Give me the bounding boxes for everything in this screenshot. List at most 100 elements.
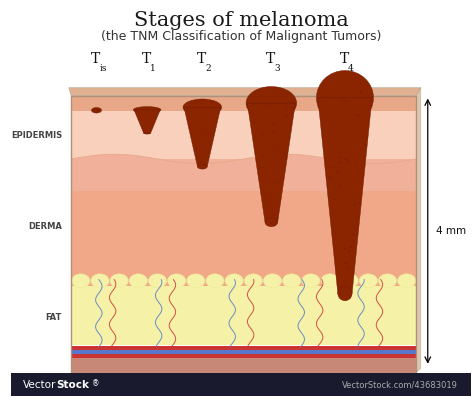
Ellipse shape bbox=[283, 274, 301, 288]
Ellipse shape bbox=[272, 123, 274, 125]
Ellipse shape bbox=[145, 119, 146, 120]
Ellipse shape bbox=[286, 115, 288, 117]
Text: T: T bbox=[91, 52, 100, 66]
Ellipse shape bbox=[246, 87, 297, 120]
Ellipse shape bbox=[96, 108, 98, 110]
Ellipse shape bbox=[348, 251, 350, 252]
Ellipse shape bbox=[110, 274, 128, 288]
Ellipse shape bbox=[329, 177, 331, 179]
Ellipse shape bbox=[206, 274, 224, 288]
Text: (the TNM Classification of Malignant Tumors): (the TNM Classification of Malignant Tum… bbox=[101, 30, 382, 43]
Ellipse shape bbox=[358, 202, 360, 204]
Text: T: T bbox=[339, 52, 349, 66]
Ellipse shape bbox=[341, 98, 343, 100]
Ellipse shape bbox=[133, 106, 161, 113]
Bar bbox=[71, 191, 416, 285]
Ellipse shape bbox=[285, 109, 287, 111]
Ellipse shape bbox=[145, 115, 146, 116]
Ellipse shape bbox=[340, 274, 358, 288]
Ellipse shape bbox=[354, 204, 356, 205]
Text: FAT: FAT bbox=[46, 313, 62, 322]
Polygon shape bbox=[416, 88, 421, 372]
Text: 4: 4 bbox=[348, 64, 354, 73]
Ellipse shape bbox=[200, 162, 201, 163]
Ellipse shape bbox=[144, 132, 151, 134]
Ellipse shape bbox=[276, 183, 278, 184]
Text: Vector: Vector bbox=[23, 380, 56, 390]
Ellipse shape bbox=[356, 114, 358, 116]
Ellipse shape bbox=[96, 111, 98, 112]
Ellipse shape bbox=[193, 127, 194, 128]
Polygon shape bbox=[247, 103, 295, 222]
Ellipse shape bbox=[72, 274, 90, 288]
Ellipse shape bbox=[359, 91, 362, 93]
Ellipse shape bbox=[198, 165, 207, 169]
Polygon shape bbox=[71, 154, 416, 191]
Ellipse shape bbox=[263, 190, 265, 191]
Ellipse shape bbox=[148, 274, 166, 288]
Bar bbox=[71, 350, 416, 355]
Ellipse shape bbox=[205, 132, 207, 133]
Ellipse shape bbox=[98, 110, 100, 111]
Ellipse shape bbox=[338, 185, 341, 187]
Ellipse shape bbox=[129, 274, 147, 288]
Ellipse shape bbox=[398, 274, 416, 288]
Bar bbox=[71, 355, 416, 358]
Text: T: T bbox=[197, 52, 206, 66]
Ellipse shape bbox=[350, 246, 352, 248]
Ellipse shape bbox=[244, 274, 263, 288]
Ellipse shape bbox=[352, 234, 354, 235]
Ellipse shape bbox=[324, 96, 327, 98]
Ellipse shape bbox=[317, 71, 374, 125]
Text: ®: ® bbox=[92, 379, 100, 388]
Ellipse shape bbox=[187, 274, 205, 288]
Bar bbox=[71, 358, 416, 372]
Ellipse shape bbox=[378, 274, 397, 288]
Ellipse shape bbox=[262, 133, 264, 135]
Ellipse shape bbox=[273, 132, 274, 133]
Ellipse shape bbox=[329, 167, 332, 168]
Ellipse shape bbox=[345, 262, 347, 264]
Polygon shape bbox=[184, 107, 221, 167]
Bar bbox=[71, 112, 416, 159]
Text: 2: 2 bbox=[205, 64, 211, 73]
Bar bbox=[71, 346, 416, 350]
Text: Stages of melanoma: Stages of melanoma bbox=[134, 11, 349, 30]
FancyBboxPatch shape bbox=[11, 373, 472, 396]
Ellipse shape bbox=[263, 155, 264, 156]
Ellipse shape bbox=[277, 146, 279, 147]
Text: DERMA: DERMA bbox=[28, 222, 62, 231]
Bar bbox=[71, 96, 416, 372]
Text: 1: 1 bbox=[150, 64, 155, 73]
Ellipse shape bbox=[348, 267, 350, 268]
Ellipse shape bbox=[183, 99, 222, 116]
Ellipse shape bbox=[268, 197, 270, 199]
Ellipse shape bbox=[266, 205, 268, 206]
Ellipse shape bbox=[302, 274, 320, 288]
Polygon shape bbox=[134, 110, 160, 133]
Ellipse shape bbox=[98, 110, 100, 111]
Text: EPIDERMIS: EPIDERMIS bbox=[11, 131, 62, 140]
Ellipse shape bbox=[93, 110, 95, 111]
Ellipse shape bbox=[345, 159, 347, 160]
Text: T: T bbox=[142, 52, 151, 66]
Ellipse shape bbox=[340, 156, 342, 158]
Ellipse shape bbox=[265, 218, 278, 227]
Ellipse shape bbox=[203, 138, 204, 139]
Bar bbox=[71, 285, 416, 345]
Bar bbox=[71, 159, 416, 191]
Ellipse shape bbox=[339, 162, 342, 163]
Bar bbox=[71, 96, 416, 112]
Ellipse shape bbox=[266, 104, 268, 106]
Ellipse shape bbox=[345, 100, 347, 102]
Ellipse shape bbox=[359, 115, 361, 117]
Ellipse shape bbox=[264, 274, 282, 288]
Ellipse shape bbox=[200, 144, 201, 145]
Ellipse shape bbox=[338, 286, 352, 301]
Ellipse shape bbox=[346, 161, 348, 163]
Ellipse shape bbox=[321, 274, 339, 288]
Text: is: is bbox=[99, 64, 107, 73]
Ellipse shape bbox=[337, 172, 339, 173]
Text: Stock: Stock bbox=[56, 380, 90, 390]
Ellipse shape bbox=[352, 241, 355, 243]
